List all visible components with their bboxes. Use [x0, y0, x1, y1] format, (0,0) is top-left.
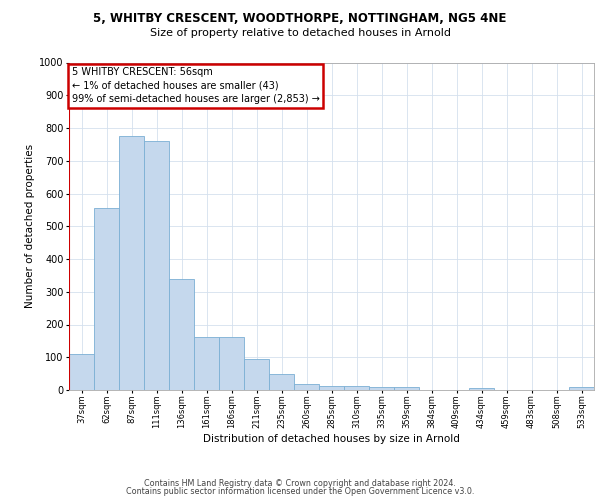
Bar [69, 354, 94, 390]
Bar [219, 336, 244, 390]
Bar [344, 386, 369, 390]
Text: Contains HM Land Registry data © Crown copyright and database right 2024.: Contains HM Land Registry data © Crown c… [144, 478, 456, 488]
Bar [144, 141, 169, 390]
Text: Size of property relative to detached houses in Arnold: Size of property relative to detached ho… [149, 28, 451, 38]
Bar [294, 384, 319, 390]
Text: 5 WHITBY CRESCENT: 56sqm
← 1% of detached houses are smaller (43)
99% of semi-de: 5 WHITBY CRESCENT: 56sqm ← 1% of detache… [71, 68, 320, 104]
Bar [194, 336, 219, 390]
Bar [369, 386, 394, 390]
Text: 5, WHITBY CRESCENT, WOODTHORPE, NOTTINGHAM, NG5 4NE: 5, WHITBY CRESCENT, WOODTHORPE, NOTTINGH… [94, 12, 506, 26]
Bar [244, 359, 269, 390]
Bar [569, 386, 594, 390]
Y-axis label: Number of detached properties: Number of detached properties [25, 144, 35, 308]
Bar [394, 386, 419, 390]
Bar [269, 374, 294, 390]
Bar [169, 278, 194, 390]
Bar [469, 388, 494, 390]
Text: Contains public sector information licensed under the Open Government Licence v3: Contains public sector information licen… [126, 487, 474, 496]
Bar [319, 386, 344, 390]
Bar [119, 136, 144, 390]
X-axis label: Distribution of detached houses by size in Arnold: Distribution of detached houses by size … [203, 434, 460, 444]
Bar [94, 208, 119, 390]
